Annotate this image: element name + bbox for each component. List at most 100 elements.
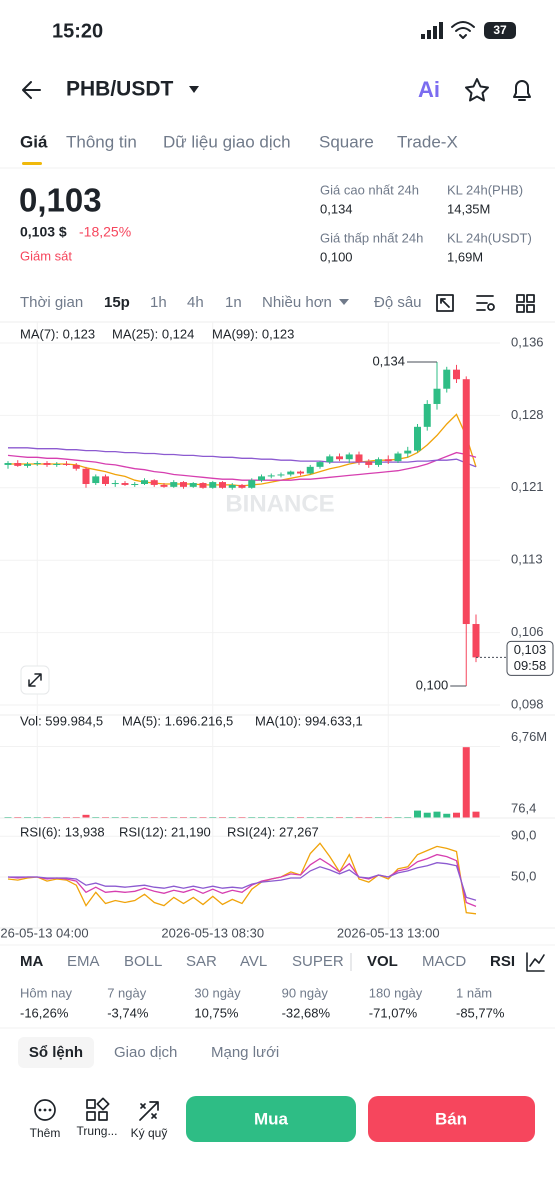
period-change: -16,26%: [20, 1005, 69, 1020]
indicator[interactable]: RSI: [490, 953, 515, 970]
tab[interactable]: Giá: [20, 132, 48, 151]
bottom-tab[interactable]: Giao dịch: [114, 1044, 177, 1061]
expand-icon[interactable]: [28, 673, 42, 687]
alert-button[interactable]: [513, 80, 531, 101]
interval-caret[interactable]: [339, 299, 349, 305]
clock: 15:20: [52, 20, 103, 42]
legend-entry: MA(99): 0,123: [212, 326, 294, 341]
ai-button[interactable]: Ai: [418, 77, 440, 102]
stat-label: KL 24h(PHB): [447, 182, 523, 197]
indicator[interactable]: BOLL: [124, 953, 162, 970]
candle-body: [267, 475, 275, 477]
plot-area: [0, 322, 500, 928]
buy-label[interactable]: Mua: [254, 1109, 289, 1128]
indicator[interactable]: MA: [20, 953, 43, 970]
legend-entry: MA(25): 0,124: [112, 326, 194, 341]
candle-body: [336, 456, 343, 460]
candle-body: [326, 456, 334, 463]
grid-icon[interactable]: [86, 1097, 110, 1121]
action-label[interactable]: Trung...: [77, 1124, 118, 1138]
sell-label[interactable]: Bán: [435, 1109, 467, 1128]
candle-body: [462, 379, 470, 625]
indicator[interactable]: EMA: [67, 953, 100, 970]
candle-body: [423, 403, 431, 427]
price-usd: 0,103 $: [20, 224, 67, 240]
period-label: 1 năm: [456, 985, 492, 1000]
action-label[interactable]: Thêm: [30, 1126, 61, 1140]
indicator[interactable]: AVL: [240, 953, 267, 970]
stat-value: 0,100: [320, 249, 353, 264]
period-change: -85,77%: [456, 1005, 505, 1020]
more-dots[interactable]: [38, 1108, 52, 1112]
pair-caret[interactable]: [189, 86, 199, 93]
indicator-settings[interactable]: [526, 952, 545, 972]
interval[interactable]: 15p: [104, 294, 130, 311]
margin-icon[interactable]: [139, 1101, 159, 1121]
tab[interactable]: Thông tin: [66, 132, 137, 151]
interval[interactable]: 1h: [150, 294, 167, 311]
candle-body: [170, 482, 178, 487]
indicator-line: [8, 862, 477, 901]
chart-tools[interactable]: [436, 294, 535, 313]
candle-body: [375, 459, 382, 465]
interval[interactable]: 4h: [187, 294, 204, 311]
period-label: 180 ngày: [369, 985, 423, 1000]
y-tick-label: 0,136: [511, 334, 544, 349]
back-button[interactable]: [22, 81, 41, 99]
y-tick-label: 76,4: [511, 800, 536, 815]
tab[interactable]: Square: [319, 132, 374, 151]
candle-body: [306, 466, 314, 474]
pair-name[interactable]: PHB/USDT: [66, 78, 174, 101]
countdown: 09:58: [514, 658, 547, 673]
last-price-box: [506, 640, 554, 676]
indicator[interactable]: SUPER: [292, 953, 344, 970]
price-change: -18,25%: [79, 224, 131, 240]
candle-body: [102, 476, 109, 484]
stat-value: 14,35M: [447, 201, 490, 216]
period-label: 90 ngày: [282, 985, 329, 1000]
sell-button[interactable]: [368, 1096, 535, 1142]
interval[interactable]: Nhiều hơn: [262, 294, 332, 311]
indicator[interactable]: MACD: [422, 953, 466, 970]
y-tick-label: 0,113: [511, 552, 543, 567]
tab[interactable]: Trade-X: [397, 132, 458, 151]
candle-body: [24, 463, 31, 466]
tab-indicator: [22, 162, 42, 165]
candle-body: [72, 464, 80, 469]
favorite-button[interactable]: [465, 78, 489, 102]
tab-pill[interactable]: [18, 1037, 94, 1068]
y-tick-label: 90,0: [511, 828, 536, 843]
candle-body: [111, 483, 119, 485]
candle-body: [297, 471, 304, 474]
candle-body: [14, 463, 22, 466]
interval[interactable]: 1n: [225, 294, 242, 311]
candle-body: [219, 482, 226, 488]
candle-body: [394, 453, 402, 462]
bottom-tab[interactable]: Mạng lưới: [211, 1044, 279, 1061]
candle-body: [121, 483, 129, 485]
action-label[interactable]: Ký quỹ: [131, 1126, 168, 1140]
stat-label: Giá thấp nhất 24h: [320, 230, 423, 245]
stat-value: 0,134: [320, 201, 353, 216]
candle-body: [33, 463, 41, 465]
period-label: Hôm nay: [20, 985, 73, 1000]
legend-entry: RSI(6): 13,938: [20, 824, 105, 839]
candle-body: [180, 482, 187, 487]
interval[interactable]: Độ sâu: [374, 294, 422, 311]
indicator[interactable]: SAR: [186, 953, 217, 970]
legend-entry: RSI(24): 27,267: [227, 824, 319, 839]
indicator[interactable]: VOL: [367, 953, 398, 970]
bottom-tab[interactable]: Sổ lệnh: [29, 1044, 83, 1061]
y-tick-label: 0,106: [511, 624, 544, 639]
candle-body: [345, 454, 353, 460]
candle-body: [316, 462, 324, 467]
tab[interactable]: Dữ liệu giao dịch: [163, 132, 291, 151]
buy-button[interactable]: [186, 1096, 356, 1142]
watch-link[interactable]: Giám sát: [20, 248, 72, 263]
more-icon[interactable]: [34, 1099, 56, 1121]
interval[interactable]: Thời gian: [20, 294, 83, 311]
last-price: 0,103: [19, 182, 102, 219]
signal-icon: [421, 22, 443, 39]
candle-body: [277, 474, 285, 476]
last-price-tag: 0,103: [514, 642, 547, 657]
